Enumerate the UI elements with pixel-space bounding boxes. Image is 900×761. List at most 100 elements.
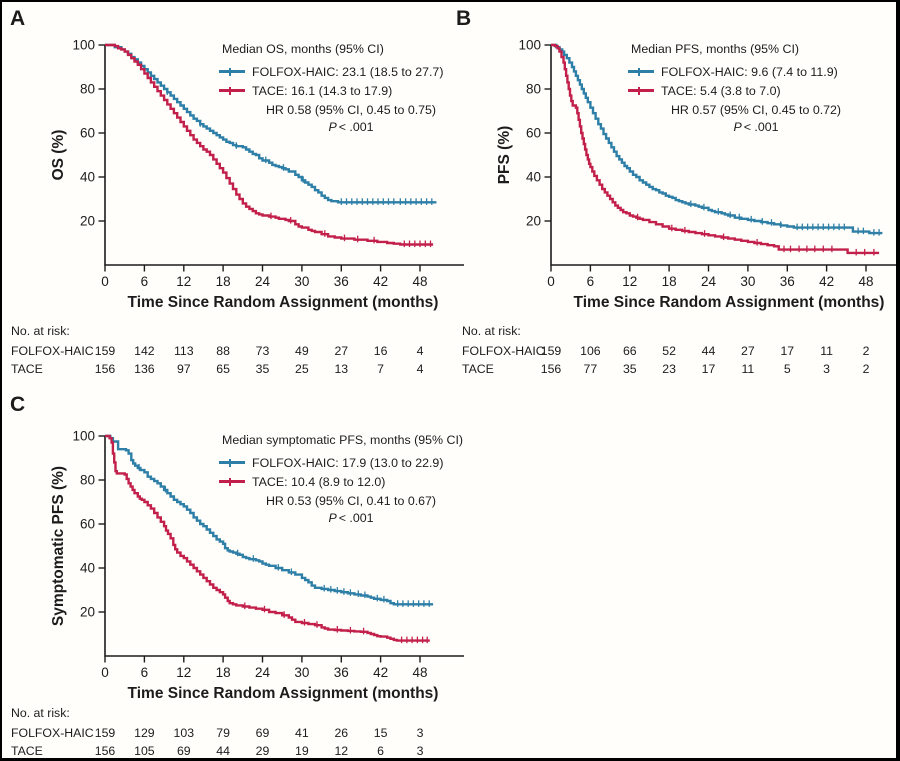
risk-count: 26 [334, 726, 349, 740]
km-curve-folfox-haic [551, 43, 883, 235]
km-curve-tace [105, 43, 434, 246]
risk-count: 13 [334, 362, 349, 376]
risk-count: 156 [94, 744, 116, 758]
risk-count: 136 [134, 362, 155, 376]
legend-entry-label: TACE: 16.1 (14.3 to 17.9) [252, 83, 393, 98]
legend-entry-tace: TACE: 16.1 (14.3 to 17.9) [219, 81, 443, 100]
risk-count: 19 [295, 744, 309, 758]
censor-tick-icon [229, 458, 232, 467]
x-tick-label: 6 [141, 274, 149, 289]
risk-count: 35 [622, 362, 637, 376]
risk-count: 88 [216, 344, 230, 358]
y-tick-label: 60 [526, 126, 541, 141]
risk-row-label: FOLFOX-HAIC [462, 344, 545, 358]
km-plot-symptomatic-pfs: 20 40 60 80 100 0 6 12 18 24 30 36 42 48 [72, 429, 464, 680]
km-curve-folfox-haic [105, 434, 434, 606]
y-tick-label: 40 [80, 561, 95, 576]
hazard-ratio-annotation: HR 0.53 (95% CI, 0.41 to 0.67) P < .001 [243, 493, 459, 527]
legend-entry-tace: TACE: 5.4 (3.8 to 7.0) [628, 81, 838, 100]
risk-count: 11 [741, 362, 755, 376]
km-curve-tace [551, 43, 880, 255]
risk-count: 17 [780, 344, 795, 358]
risk-count: 2 [862, 344, 870, 358]
legend-entry-label: FOLFOX-HAIC: 23.1 (18.5 to 27.7) [252, 64, 444, 79]
x-tick-label: 30 [740, 274, 755, 289]
risk-row-label: FOLFOX-HAIC [11, 344, 94, 358]
x-axis-title: Time Since Random Assignment (months) [573, 294, 885, 311]
risk-count: 27 [741, 344, 755, 358]
x-tick-label: 24 [701, 274, 717, 289]
risk-count: 44 [216, 744, 230, 758]
risk-count: 97 [176, 362, 191, 376]
risk-count: 73 [255, 344, 270, 358]
risk-row-label: FOLFOX-HAIC [11, 726, 94, 740]
risk-table-title: No. at risk: [11, 706, 70, 720]
x-tick-label: 18 [662, 274, 677, 289]
censor-tick-icon [638, 86, 641, 95]
legend-title: Median OS, months (95% CI) [222, 42, 384, 56]
risk-row-label: TACE [11, 744, 43, 758]
legend-entry-label: TACE: 10.4 (8.9 to 12.0) [252, 474, 386, 489]
risk-count: 44 [701, 344, 716, 358]
hazard-ratio-annotation: HR 0.58 (95% CI, 0.45 to 0.75) P < .001 [243, 102, 459, 136]
risk-count: 7 [377, 362, 385, 376]
legend-entry-label: TACE: 5.4 (3.8 to 7.0) [661, 83, 781, 98]
x-axis-title: Time Since Random Assignment (months) [127, 294, 439, 311]
risk-count: 113 [173, 344, 194, 358]
censor-tick-icon [638, 67, 641, 76]
y-tick-label: 20 [80, 605, 95, 620]
x-tick-label: 30 [294, 665, 309, 680]
risk-count: 23 [662, 362, 676, 376]
x-tick-label: 36 [780, 274, 795, 289]
y-tick-label: 20 [526, 214, 541, 229]
p-value-text: P < .001 [328, 120, 374, 134]
x-tick-label: 18 [216, 274, 231, 289]
risk-count: 11 [820, 344, 833, 358]
risk-row-tace: TACE 156 105 69 44 29 19 12 6 3 [2, 744, 454, 758]
legend: Median PFS, months (95% CI) FOLFOX-HAIC:… [628, 42, 838, 100]
risk-count: 159 [540, 344, 562, 358]
risk-count: 69 [176, 744, 191, 758]
y-tick-label: 40 [526, 170, 541, 185]
risk-row-label: TACE [11, 362, 43, 376]
risk-count: 41 [295, 726, 309, 740]
risk-count: 77 [583, 362, 598, 376]
tace-line-swatch [219, 86, 245, 95]
x-tick-label: 48 [412, 665, 427, 680]
legend: Median symptomatic PFS, months (95% CI) … [219, 433, 463, 491]
risk-count: 3 [823, 362, 831, 376]
risk-count: 103 [173, 726, 195, 740]
risk-table-title: No. at risk: [11, 324, 70, 338]
x-tick-label: 0 [547, 274, 555, 289]
y-axis-title: PFS (%) [496, 125, 513, 185]
y-tick-label: 80 [80, 82, 95, 97]
risk-count: 35 [255, 362, 270, 376]
x-tick-label: 12 [176, 665, 191, 680]
x-tick-label: 6 [587, 274, 595, 289]
y-tick-label: 100 [72, 38, 95, 53]
km-curve-folfox-haic [105, 43, 437, 204]
risk-count: 129 [134, 726, 155, 740]
risk-count: 12 [334, 744, 349, 758]
risk-count: 156 [94, 362, 116, 376]
risk-count: 29 [255, 744, 270, 758]
tace-line-swatch [628, 86, 654, 95]
risk-count: 49 [295, 344, 309, 358]
legend: Median OS, months (95% CI) FOLFOX-HAIC: … [219, 42, 443, 100]
x-tick-label: 18 [216, 665, 231, 680]
legend-title: Median PFS, months (95% CI) [631, 42, 800, 56]
censor-tick-icon [229, 477, 232, 486]
km-curve-tace [105, 434, 430, 642]
legend-title: Median symptomatic PFS, months (95% CI) [222, 433, 464, 447]
km-plot-os: 20 40 60 80 100 0 6 12 18 24 30 36 42 48 [72, 38, 464, 289]
risk-count: 52 [662, 344, 676, 358]
hazard-ratio-annotation: HR 0.57 (95% CI, 0.45 to 0.72) P < .001 [648, 102, 864, 136]
x-tick-label: 0 [101, 665, 109, 680]
risk-row-label: TACE [462, 362, 494, 376]
risk-count: 6 [377, 744, 385, 758]
x-tick-label: 0 [101, 274, 109, 289]
folfox-haic-line-swatch [219, 67, 245, 76]
risk-count: 25 [295, 362, 309, 376]
panel-a: A 20 40 60 80 100 0 6 12 18 24 30 36 42 48 OS (%) Med… [2, 2, 464, 397]
hr-text: HR 0.57 (95% CI, 0.45 to 0.72) [670, 103, 842, 117]
